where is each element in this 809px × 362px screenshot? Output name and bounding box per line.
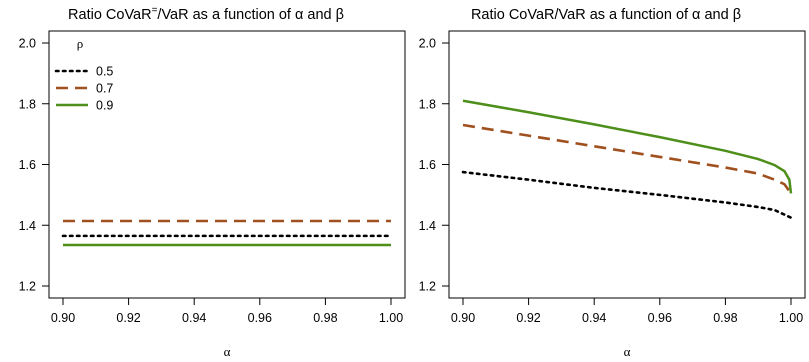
left-panel: Ratio CoVaR=/VaR as a function of α and … (19, 5, 406, 359)
x-tick-label: 1.00 (779, 311, 803, 325)
x-tick-label: 0.98 (313, 311, 337, 325)
series-line-0-5 (461, 170, 793, 219)
x-tick-label: 0.96 (648, 311, 672, 325)
right-plot-frame (448, 30, 806, 299)
right-series-lines (461, 99, 793, 219)
x-tick-label: 0.92 (516, 311, 540, 325)
legend-label: 0.9 (96, 99, 113, 113)
x-tick-label: 0.90 (451, 311, 475, 325)
right-x-axis-label: α (624, 344, 631, 359)
x-tick-label: 0.94 (582, 311, 606, 325)
right-x-axis: 0.90 0.92 0.94 0.96 0.98 1.00 (451, 298, 803, 325)
legend-title: ρ (77, 36, 84, 51)
x-tick-label: 0.90 (51, 311, 75, 325)
right-panel: Ratio CoVaR/VaR as a function of α and β… (419, 7, 806, 359)
x-tick-label: 0.96 (248, 311, 272, 325)
x-tick-label: 1.00 (379, 311, 403, 325)
y-tick-label: 1.6 (19, 158, 36, 172)
left-x-axis: 0.90 0.92 0.94 0.96 0.98 1.00 (51, 298, 403, 325)
right-y-axis: 1.2 1.4 1.6 1.8 2.0 (419, 37, 449, 294)
left-chart-title: Ratio CoVaR=/VaR as a function of α and … (68, 5, 344, 23)
legend-label: 0.5 (96, 65, 113, 79)
y-tick-label: 2.0 (19, 37, 36, 51)
y-tick-label: 1.4 (19, 219, 36, 233)
left-y-axis: 1.2 1.4 1.6 1.8 2.0 (19, 37, 49, 294)
left-x-axis-label: α (224, 344, 231, 359)
y-tick-label: 1.4 (419, 219, 436, 233)
x-tick-label: 0.98 (713, 311, 737, 325)
legend-label: 0.7 (96, 82, 113, 96)
series-line-0-9 (462, 99, 793, 194)
y-tick-label: 1.8 (419, 97, 436, 111)
y-tick-label: 1.2 (19, 280, 36, 294)
y-tick-label: 2.0 (419, 37, 436, 51)
x-tick-label: 0.92 (116, 311, 140, 325)
series-line-0-7 (462, 123, 793, 195)
y-tick-label: 1.6 (419, 158, 436, 172)
x-tick-label: 0.94 (182, 311, 206, 325)
y-tick-label: 1.2 (419, 280, 436, 294)
y-tick-label: 1.8 (19, 97, 36, 111)
right-chart-title: Ratio CoVaR/VaR as a function of α and β (471, 7, 741, 23)
left-series-lines (61, 219, 393, 247)
left-legend: ρ 0.5 0.7 0.9 (54, 36, 113, 113)
